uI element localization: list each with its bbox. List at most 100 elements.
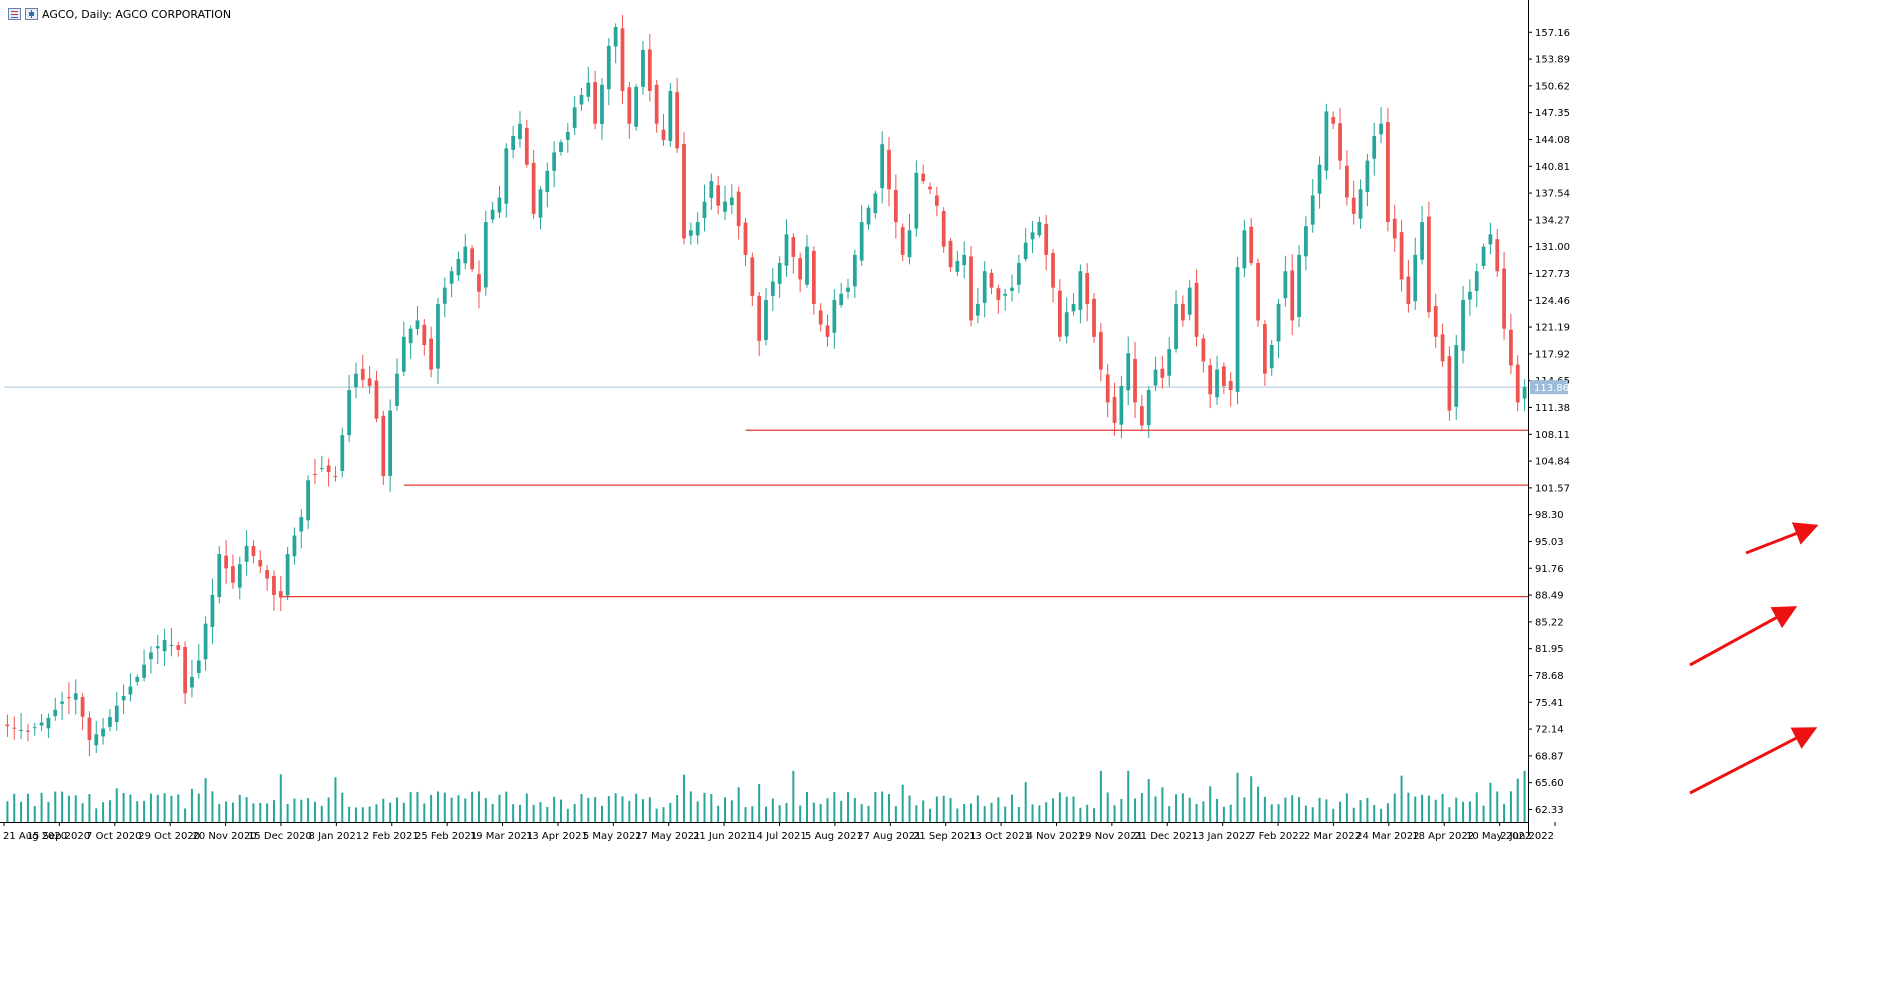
candle-body bbox=[408, 328, 413, 344]
volume-bar bbox=[600, 805, 603, 822]
volume-bar bbox=[1052, 798, 1055, 822]
candle-body bbox=[1420, 222, 1424, 260]
volume-bar bbox=[1011, 794, 1014, 822]
candle bbox=[1297, 245, 1301, 328]
candle bbox=[1133, 342, 1137, 419]
chart-properties-icon[interactable] bbox=[8, 8, 21, 20]
candle bbox=[818, 303, 823, 332]
candle-body bbox=[190, 676, 194, 688]
time-tick-label: 29 Oct 2020 bbox=[138, 831, 200, 842]
candle-body bbox=[1201, 338, 1206, 362]
candle bbox=[1276, 298, 1281, 359]
volume-bar bbox=[266, 803, 269, 822]
candle-body bbox=[1406, 276, 1411, 305]
candle bbox=[545, 162, 550, 208]
candle-body bbox=[1030, 232, 1035, 240]
volume-bar bbox=[990, 802, 993, 822]
candle bbox=[1345, 150, 1349, 206]
candle-body bbox=[934, 195, 939, 206]
candle-body bbox=[832, 299, 837, 333]
candle bbox=[1522, 379, 1527, 412]
volume-bar bbox=[348, 806, 351, 822]
volume-bar bbox=[368, 806, 371, 822]
candle bbox=[340, 427, 345, 478]
volume-bar bbox=[1386, 803, 1389, 822]
current-price-tag-bg bbox=[1530, 380, 1568, 395]
volume-bar bbox=[949, 797, 952, 822]
candle-body bbox=[606, 45, 611, 90]
candle bbox=[709, 173, 714, 210]
candle bbox=[736, 186, 741, 240]
candle bbox=[108, 709, 112, 732]
candle bbox=[682, 132, 686, 245]
candle-body bbox=[989, 272, 994, 288]
candle-body bbox=[1112, 396, 1117, 423]
candle-body bbox=[982, 271, 987, 303]
price-axis[interactable]: 157.16 153.89 150.62 147.35 144.08 140.81 137.… bbox=[1528, 0, 1570, 836]
candle bbox=[716, 175, 721, 215]
candle bbox=[1304, 216, 1308, 271]
volume-bar bbox=[1489, 782, 1492, 822]
volume-bar bbox=[1065, 796, 1068, 822]
candle-body bbox=[299, 517, 304, 532]
candle-body bbox=[654, 84, 659, 124]
chart-title: AGCO, Daily: AGCO CORPORATION bbox=[42, 7, 232, 21]
candle-body bbox=[1324, 111, 1329, 171]
candle-body bbox=[1447, 356, 1452, 411]
volume-bar bbox=[758, 784, 761, 822]
candle bbox=[415, 306, 420, 336]
candle bbox=[210, 578, 215, 644]
candle-body bbox=[518, 123, 522, 139]
candle-body bbox=[627, 87, 632, 124]
time-tick-label: 29 Nov 2021 bbox=[1079, 831, 1143, 842]
candlestick-mode-icon[interactable] bbox=[25, 8, 38, 20]
volume-bar bbox=[81, 803, 84, 822]
candle-body bbox=[1379, 123, 1383, 135]
volume-bar bbox=[88, 794, 91, 822]
candle-body bbox=[1413, 254, 1418, 302]
volume-bar bbox=[1427, 795, 1430, 822]
candle-body bbox=[1338, 123, 1342, 161]
candle-body bbox=[1139, 406, 1144, 426]
volume-bar bbox=[1209, 786, 1212, 822]
candle bbox=[149, 646, 153, 674]
time-tick-label: 7 Feb 2022 bbox=[1249, 831, 1305, 842]
candle-body bbox=[463, 246, 468, 264]
volume-bar bbox=[785, 802, 788, 822]
candle bbox=[1461, 285, 1465, 364]
candle-body bbox=[504, 148, 509, 204]
volume-bar bbox=[710, 794, 713, 822]
volume-bar bbox=[1147, 778, 1150, 822]
volume-bar bbox=[293, 798, 296, 822]
candle bbox=[1167, 337, 1172, 387]
volume-bar bbox=[566, 808, 569, 822]
candle bbox=[101, 717, 105, 745]
candle-body bbox=[265, 570, 269, 579]
price-tick-label: 124.46 bbox=[1535, 296, 1570, 307]
candle-body bbox=[613, 27, 618, 47]
volume-bar bbox=[1113, 805, 1116, 822]
candle-body bbox=[531, 162, 536, 214]
volume-bar bbox=[648, 797, 651, 822]
volume-bar bbox=[1263, 796, 1266, 822]
candle-body bbox=[1126, 353, 1131, 391]
candle-body bbox=[668, 90, 673, 142]
price-tick-label: 88.49 bbox=[1535, 591, 1564, 602]
candle-body bbox=[750, 257, 755, 296]
candle bbox=[688, 222, 693, 245]
price-tick-label: 127.73 bbox=[1535, 269, 1570, 280]
candle-body bbox=[565, 131, 570, 140]
candle-body bbox=[1365, 160, 1370, 193]
candle bbox=[1064, 297, 1069, 344]
candle bbox=[1269, 339, 1274, 376]
volume-bar bbox=[1188, 797, 1191, 822]
candle-body bbox=[996, 288, 1001, 300]
candle bbox=[258, 550, 263, 574]
price-tick-label: 140.81 bbox=[1535, 162, 1570, 173]
candle bbox=[1447, 346, 1452, 421]
time-tick-label: 21 Aug 2020 bbox=[3, 831, 67, 842]
candle bbox=[5, 714, 10, 737]
